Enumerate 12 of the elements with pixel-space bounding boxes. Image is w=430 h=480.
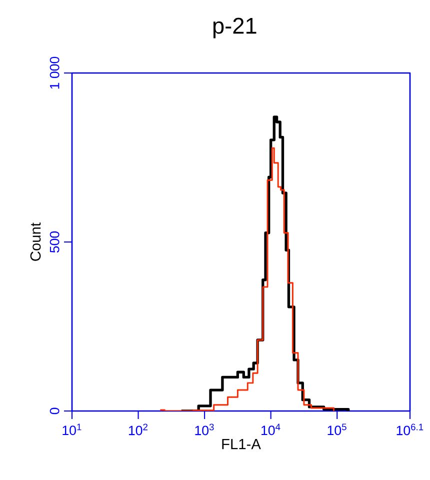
y-tick-label: 1 000 [50, 56, 60, 89]
x-tick-label: 10$^{4}$ [262, 424, 280, 436]
x-tick-label: 10$^{2}$ [128, 424, 148, 436]
x-axis-title: FL1-A [222, 439, 261, 450]
x-tick-label: 10$^{3}$ [195, 424, 214, 436]
chart-title: p-21 [213, 18, 256, 38]
y-tick-label: 0 [50, 408, 60, 414]
x-tick-label: 10$^{5}$ [328, 424, 346, 436]
y-axis-title: Count [30, 222, 41, 261]
y-tick-label: 500 [50, 231, 60, 253]
x-tick-label: 10$^{6.1}$ [396, 424, 424, 436]
x-tick-label: 10$^{1}$ [62, 424, 82, 436]
